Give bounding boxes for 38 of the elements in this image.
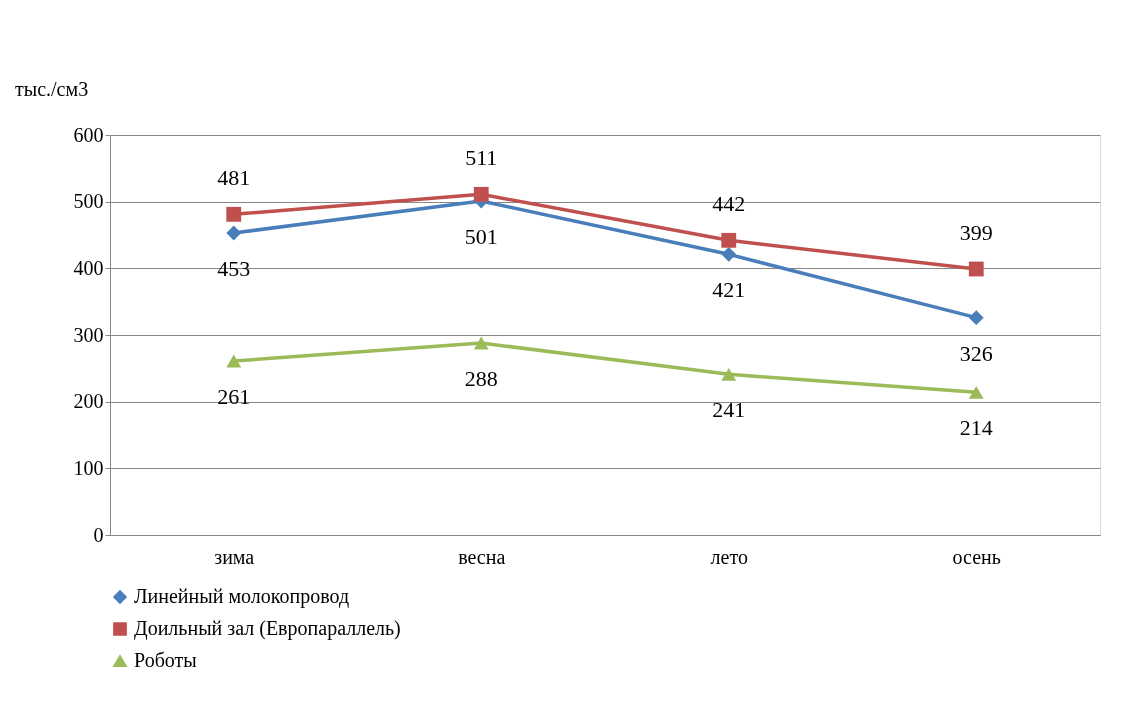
y-tick-label: 100	[73, 456, 104, 479]
data-label: 326	[959, 340, 993, 366]
x-tick-label: весна	[458, 545, 506, 568]
y-tick-label: 0	[93, 523, 104, 546]
point	[226, 225, 242, 241]
y-tick-label: 300	[73, 323, 104, 346]
point	[226, 206, 242, 222]
data-label: 442	[712, 191, 746, 217]
data-label: 511	[465, 145, 498, 171]
y-tick-label: 400	[73, 256, 104, 279]
y-tick-label: 500	[73, 190, 104, 213]
point	[968, 310, 984, 326]
x-tick-label: осень	[952, 545, 1001, 568]
point	[968, 385, 984, 399]
data-label: 453	[217, 256, 251, 281]
data-label: 241	[712, 397, 746, 423]
x-tick-label: зима	[214, 545, 255, 568]
data-label: 421	[712, 277, 746, 303]
y-tick-label: 200	[73, 390, 104, 413]
point	[473, 186, 489, 202]
data-label: 261	[217, 384, 251, 409]
point	[226, 354, 242, 368]
data-label: 288	[464, 366, 498, 391]
point	[721, 367, 737, 381]
legend-label: Доильный зал (Европараллель)	[134, 617, 401, 640]
x-tick-label: лето	[710, 545, 748, 568]
y-axis-title: тыс./см3	[15, 78, 89, 100]
point	[473, 336, 489, 350]
point	[721, 232, 737, 248]
data-label: 481	[217, 165, 251, 191]
y-tick-label: 600	[73, 123, 104, 146]
data-label: 501	[464, 224, 498, 249]
data-label: 399	[959, 220, 993, 245]
data-label: 214	[959, 415, 993, 441]
legend-label: Линейный молокопровод	[134, 585, 350, 608]
point	[721, 246, 737, 262]
point	[968, 261, 984, 277]
legend-label: Роботы	[134, 649, 197, 671]
